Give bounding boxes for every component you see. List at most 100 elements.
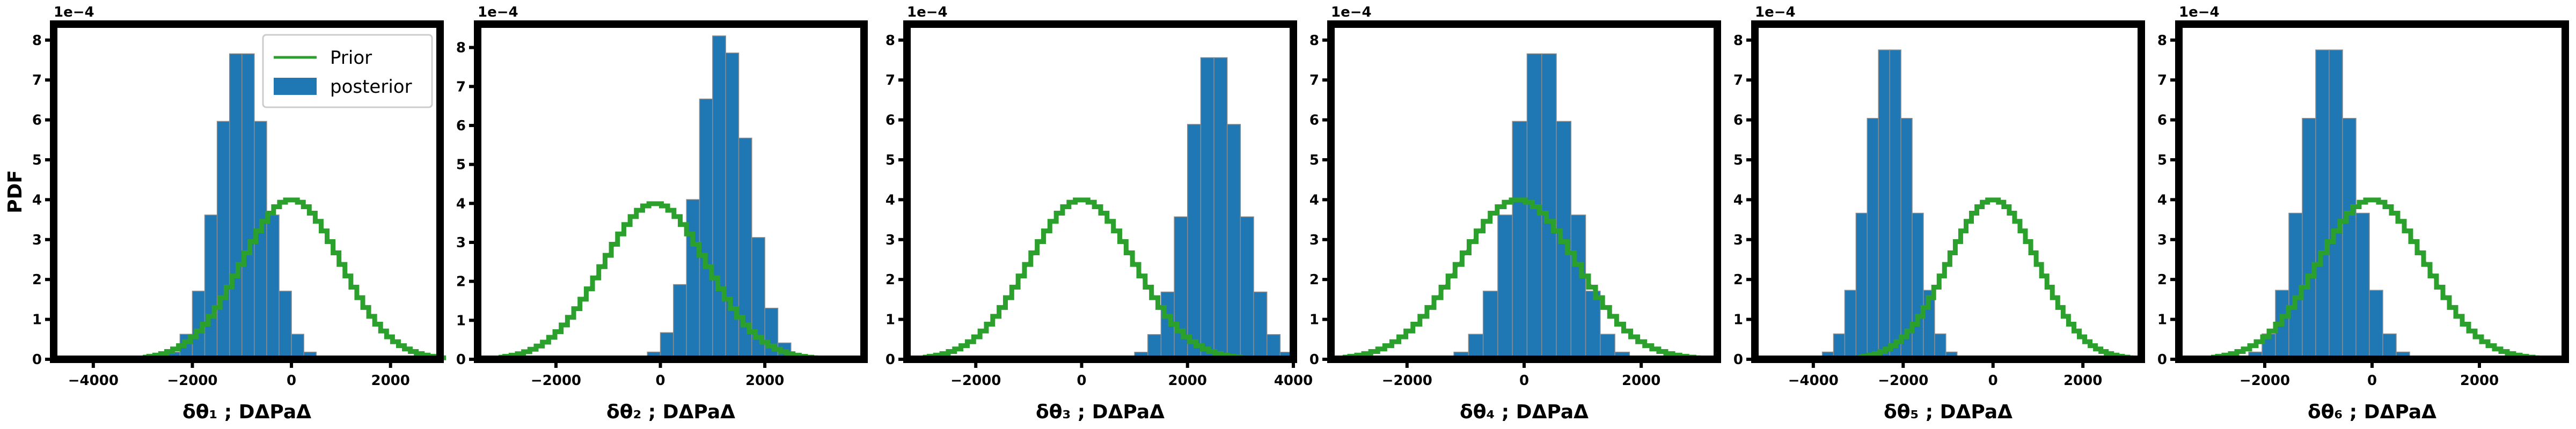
y-tick-label: 8: [1733, 33, 1743, 49]
y-tick-label: 6: [1733, 113, 1743, 129]
y-tick-label: 5: [2157, 152, 2167, 168]
x-tick-label: 2000: [371, 373, 410, 389]
posterior-bar: [1844, 290, 1857, 360]
posterior-bar: [2355, 212, 2370, 360]
x-tick-label: 0: [1988, 373, 1998, 389]
y-tick-label: 1: [885, 312, 895, 328]
posterior-bar: [699, 98, 713, 360]
y-tick-label: 2: [1733, 272, 1743, 288]
x-tick-label: 2000: [2063, 373, 2102, 389]
y-tick-label: 0: [2157, 352, 2167, 368]
y-tick-label: 5: [1309, 152, 1319, 168]
posterior-bar: [279, 291, 292, 360]
posterior-bar: [1570, 214, 1586, 360]
posterior-bar: [229, 53, 243, 360]
y-tick-label: 3: [885, 232, 895, 248]
posterior-bar: [266, 214, 280, 360]
y-tick-label: 1: [1309, 312, 1319, 328]
posterior-bar: [241, 53, 255, 360]
y-tick-label: 6: [32, 113, 42, 129]
panel-1: 0 1 2 3 4 5 6 7 8 −4000 −2000 0 2000 1e−4 δθ₁ ; DΔPaΔ P…: [32, 4, 447, 423]
posterior-bar: [1226, 124, 1241, 360]
y-tick-label: 5: [885, 152, 895, 168]
prior-line: [1342, 198, 1694, 359]
y-tick-label: 5: [456, 157, 466, 173]
y-tick-label: 6: [1309, 113, 1319, 129]
x-tick-label: 2000: [2460, 373, 2499, 389]
x-tick-label: 4000: [1274, 373, 1313, 389]
y-tick-label: 6: [885, 113, 895, 129]
y-tick-label: 8: [32, 33, 42, 49]
x-tick-label: 0: [2367, 373, 2377, 389]
y-tick-label: 3: [32, 232, 42, 248]
y-tick-label: 4: [885, 192, 895, 208]
y-exponent-label: 1e−4: [2179, 4, 2220, 20]
x-axis-label: δθ₃ ; DΔPaΔ: [1036, 401, 1165, 423]
posterior-bar: [1213, 57, 1228, 360]
posterior-bar: [1482, 291, 1498, 360]
posterior-bar: [2382, 333, 2397, 360]
posterior-bar: [673, 284, 687, 360]
panel-5: 0 1 2 3 4 5 6 7 8 −4000 −2000 0 2000 1e−4 δθ₅ ; DΔPaΔ: [1733, 4, 2145, 423]
x-axis-label: δθ₅ ; DΔPaΔ: [1884, 401, 2012, 423]
panel-6: 0 1 2 3 4 5 6 7 8 −2000 0 2000 1e−4 δθ₆ ; DΔPaΔ: [2157, 4, 2569, 423]
y-tick-label: 8: [885, 33, 895, 49]
posterior-bar: [2315, 49, 2330, 360]
x-tick-label: −2000: [167, 373, 217, 389]
y-tick-label: 1: [32, 312, 42, 328]
y-tick-label: 0: [32, 352, 42, 368]
x-tick-label: 0: [1077, 373, 1086, 389]
y-tick-label: 0: [885, 352, 895, 368]
y-tick-label: 2: [32, 272, 42, 288]
posterior-bar: [1833, 333, 1846, 360]
x-tick-label: −2000: [2240, 373, 2290, 389]
y-tick-label: 4: [456, 196, 466, 212]
posterior-bar: [1600, 334, 1615, 360]
y-axis-label: PDF: [4, 170, 26, 213]
posterior-bar: [764, 307, 779, 360]
y-tick-label: 1: [1733, 312, 1743, 328]
posterior-bar: [1253, 291, 1268, 360]
prior-line: [142, 198, 441, 359]
x-tick-label: −2000: [1382, 373, 1432, 389]
x-axis-label: δθ₄ ; DΔPaΔ: [1460, 401, 1589, 423]
posterior-bar: [2302, 117, 2316, 360]
y-tick-label: 7: [1309, 72, 1319, 88]
y-tick-label: 8: [2157, 33, 2167, 49]
plot-frame: [50, 20, 444, 363]
y-tick-label: 3: [456, 235, 466, 251]
posterior-bar: [1468, 334, 1484, 360]
y-tick-label: 4: [1309, 192, 1319, 208]
posterior-bar: [1200, 57, 1214, 360]
prior-line: [923, 198, 1241, 359]
x-tick-label: 0: [287, 373, 296, 389]
legend-prior-label: Prior: [330, 47, 372, 69]
posterior-bar: [2329, 49, 2343, 360]
posterior-bar: [660, 332, 674, 360]
x-tick-label: 0: [655, 373, 665, 389]
y-tick-label: 6: [456, 118, 466, 134]
y-tick-label: 5: [1733, 152, 1743, 168]
y-tick-label: 3: [1309, 232, 1319, 248]
y-tick-label: 2: [456, 274, 466, 290]
plot-frame: [474, 20, 868, 363]
posterior-bar: [291, 334, 304, 360]
x-tick-label: −2000: [950, 373, 1001, 389]
y-tick-label: 2: [2157, 272, 2167, 288]
x-axis-label: δθ₁ ; DΔPaΔ: [182, 401, 311, 423]
posterior-bar: [1266, 334, 1281, 360]
x-tick-label: −4000: [1788, 373, 1839, 389]
panel-3: 0 1 2 3 4 5 6 7 8 −2000 0 2000 4000 1e−4 δθ₃ ; DΔPaΔ: [885, 4, 1313, 423]
x-tick-label: 2000: [1168, 373, 1207, 389]
posterior-bar: [1912, 212, 1924, 360]
y-exponent-label: 1e−4: [1755, 4, 1796, 20]
y-tick-label: 2: [885, 272, 895, 288]
y-tick-label: 1: [456, 313, 466, 329]
y-exponent-label: 1e−4: [478, 4, 518, 20]
x-tick-label: −2000: [531, 373, 581, 389]
y-tick-label: 7: [1733, 72, 1743, 88]
y-tick-label: 8: [1309, 33, 1319, 49]
x-tick-label: 2000: [1622, 373, 1660, 389]
x-tick-label: 2000: [745, 373, 784, 389]
